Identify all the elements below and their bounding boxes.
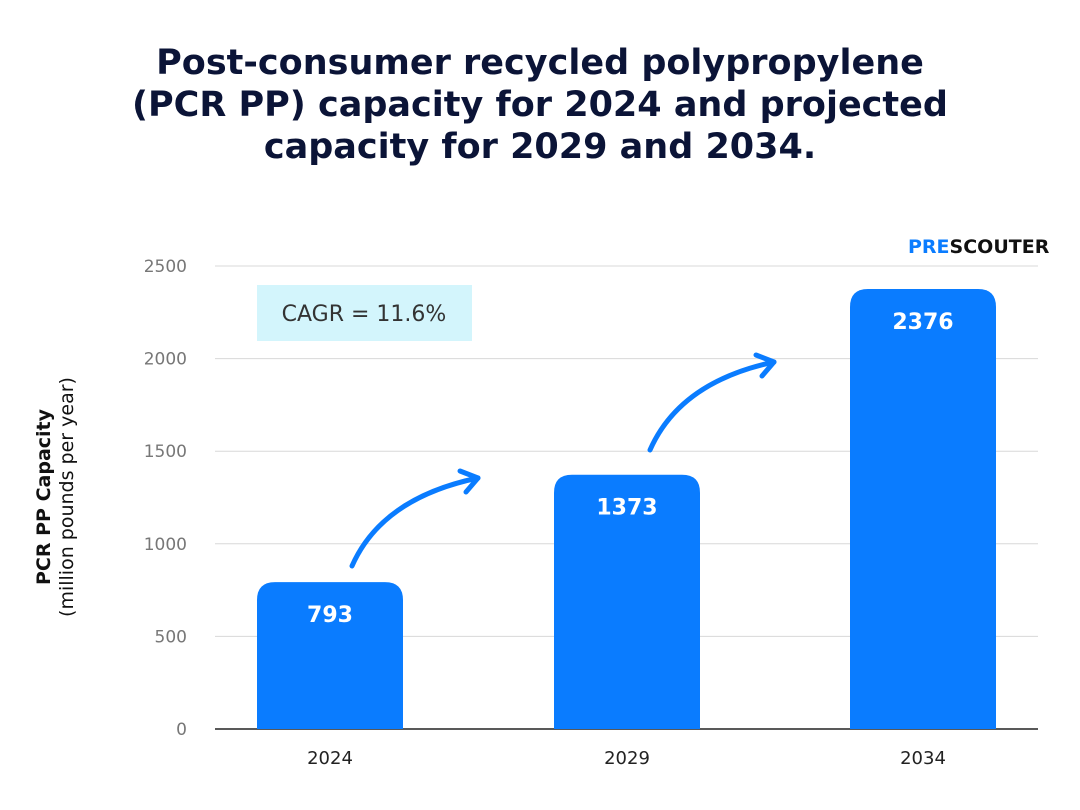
data-label: 1373 <box>596 496 657 521</box>
y-tick-label: 2000 <box>144 350 187 370</box>
bar-2029 <box>554 474 700 729</box>
x-tick-label: 2029 <box>604 748 650 769</box>
x-tick-label: 2034 <box>900 748 946 769</box>
data-label: 793 <box>307 603 353 628</box>
title-line: (PCR PP) capacity for 2024 and projected <box>132 85 948 125</box>
arrow-head-icon <box>457 468 481 495</box>
title-line: capacity for 2029 and 2034. <box>263 127 817 167</box>
bar-2024 <box>257 582 403 729</box>
y-tick-label: 2500 <box>144 257 187 277</box>
growth-arrow <box>647 359 777 453</box>
data-label: 2376 <box>892 310 953 335</box>
chart-title: Post-consumer recycled polypropylene (PC… <box>0 42 1080 168</box>
y-tick-label: 1500 <box>144 442 187 462</box>
y-axis-unit: (million pounds per year) <box>56 377 78 617</box>
bar-2034 <box>850 288 996 729</box>
arrow-head-icon <box>753 352 777 379</box>
cagr-annotation: CAGR = 11.6% <box>282 302 447 327</box>
x-tick-label: 2024 <box>307 748 353 769</box>
y-tick-label: 1000 <box>144 535 187 555</box>
prescouter-logo: PRESCOUTER <box>908 236 1050 258</box>
title-line: Post-consumer recycled polypropylene <box>156 43 924 83</box>
y-tick-label: 500 <box>155 627 187 647</box>
y-axis-title: PCR PP Capacity <box>33 408 55 585</box>
growth-arrow <box>349 475 481 569</box>
cagr-box <box>257 285 472 341</box>
y-tick-label: 0 <box>176 720 187 740</box>
